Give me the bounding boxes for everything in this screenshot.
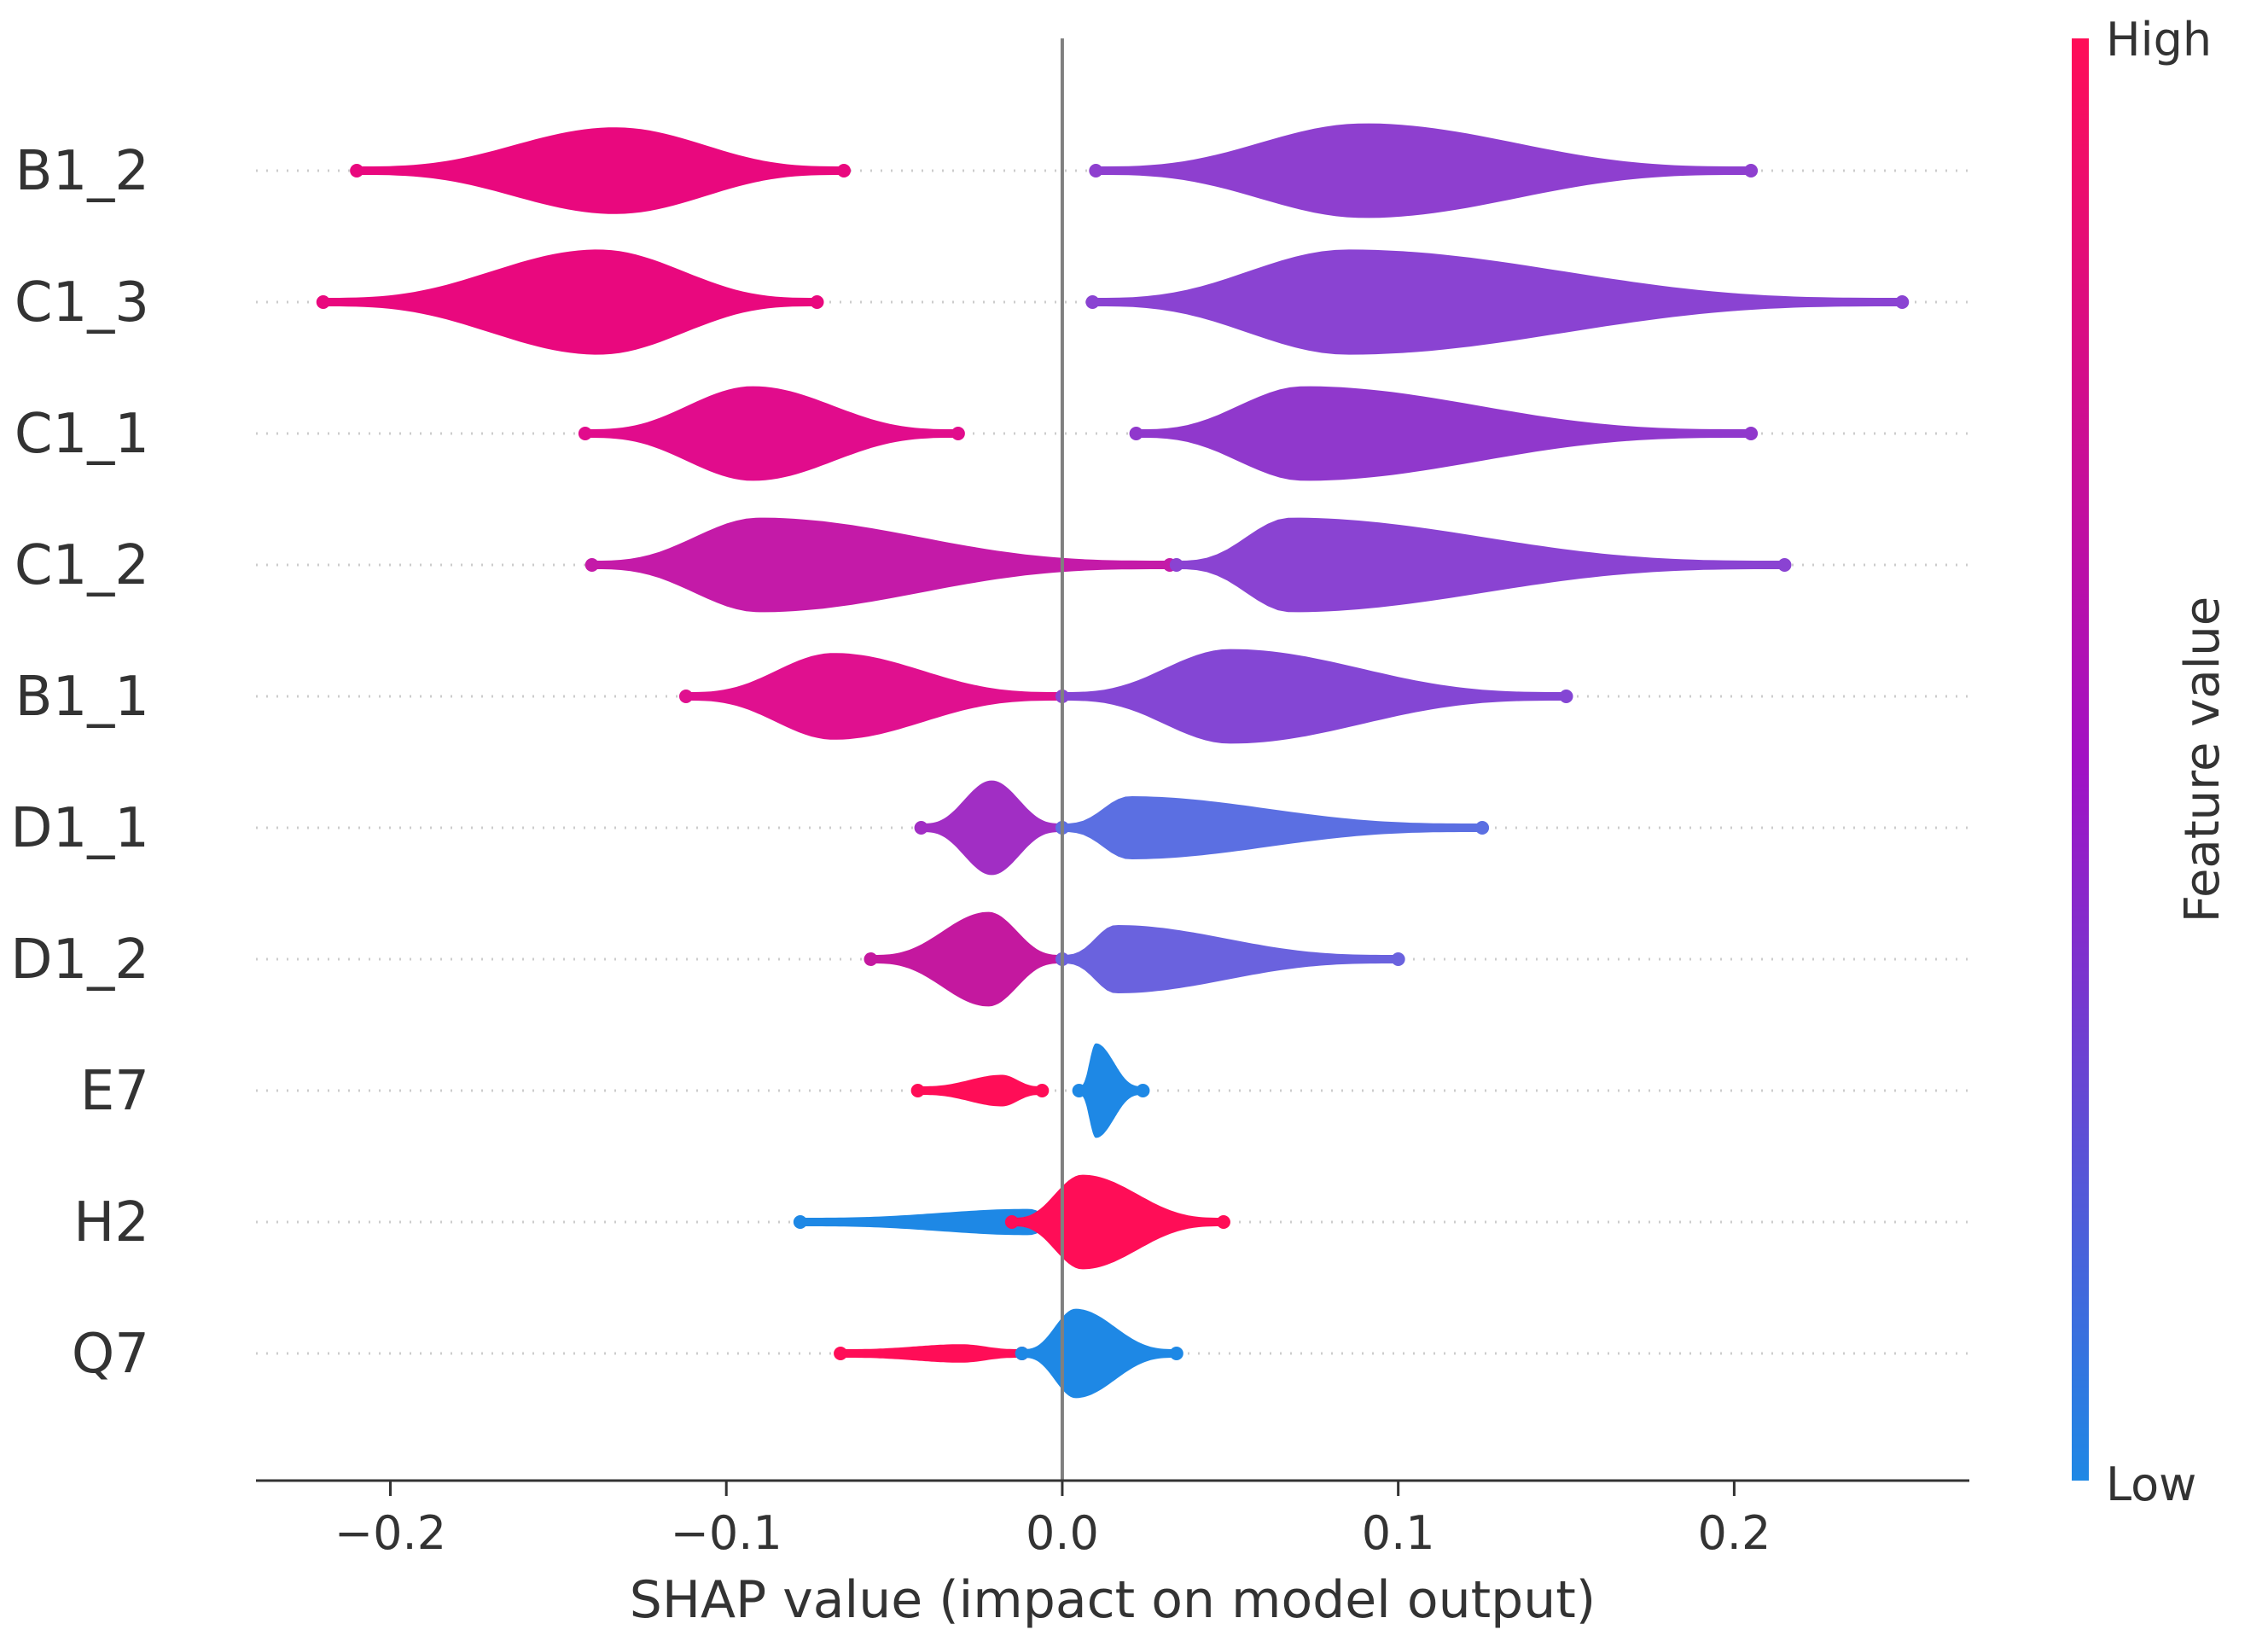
violin-shape: [1136, 386, 1752, 481]
x-axis-ticks: −0.2 −0.1 0.0 0.1 0.2: [334, 1481, 1771, 1560]
violin-shape: [1176, 517, 1785, 613]
violin-max-point: [1777, 558, 1792, 572]
feature-label: C1_1: [15, 403, 149, 466]
violin-shape: [870, 911, 1062, 1007]
violin-shape: [591, 517, 1170, 613]
violin-shape: [1092, 249, 1903, 355]
violin-shape: [840, 1344, 1022, 1363]
violin-max-point: [1744, 427, 1759, 440]
feature-label: H2: [73, 1191, 149, 1254]
colorbar-high-label: High: [2106, 13, 2212, 67]
violin-max-point: [1475, 821, 1490, 835]
violin-shape: [1079, 1043, 1143, 1138]
feature-label: D1_2: [10, 928, 149, 992]
violin-shape: [357, 127, 845, 214]
violin-max-point: [810, 295, 824, 309]
violin-max-point: [1169, 1347, 1183, 1360]
violin-min-point: [1004, 1215, 1019, 1229]
violin-max-point: [1035, 1084, 1050, 1097]
violin-max-point: [1559, 690, 1573, 703]
feature-label: B1_1: [15, 666, 149, 729]
violin-shape: [1011, 1174, 1224, 1270]
violin-min-point: [584, 558, 599, 572]
violin-min-point: [578, 427, 592, 440]
feature-label: E7: [80, 1060, 149, 1123]
violin-min-point: [834, 1347, 848, 1360]
violin-shape: [1096, 123, 1752, 218]
violin-max-point: [1391, 952, 1405, 966]
x-tick-label: 0.1: [1362, 1506, 1435, 1560]
x-tick-label: −0.1: [671, 1506, 782, 1560]
feature-labels: B1_2 C1_3 C1_1 C1_2 B1_1 D1_1 D1_2 E7 H2 Q7: [10, 140, 149, 1386]
colorbar: [2072, 38, 2089, 1481]
violin-min-point: [914, 821, 928, 835]
colorbar-low-label: Low: [2106, 1458, 2196, 1511]
violin-shape: [917, 1074, 1043, 1107]
violin-min-point: [350, 164, 364, 178]
violin-min-point: [864, 952, 878, 966]
violin-shape: [1021, 1308, 1177, 1399]
feature-label: C1_3: [15, 271, 149, 335]
violin-min-point: [1015, 1347, 1029, 1360]
violin-min-point: [1169, 558, 1183, 572]
violin-min-point: [678, 690, 693, 703]
violin-shape: [1061, 649, 1567, 744]
x-tick-label: 0.2: [1697, 1506, 1771, 1560]
violin-max-point: [951, 427, 965, 440]
violin-min-point: [1085, 295, 1100, 309]
violin-max-point: [837, 164, 852, 178]
violin-max-point: [1216, 1215, 1230, 1229]
violin-max-point: [1744, 164, 1759, 178]
violin-shape: [800, 1208, 1062, 1236]
violin-min-point: [1089, 164, 1103, 178]
violin-shape: [1061, 796, 1483, 859]
violin-shape: [1061, 925, 1399, 993]
x-axis-label: SHAP value (impact on model output): [630, 1570, 1596, 1630]
violin-min-point: [793, 1215, 807, 1229]
violin-min-point: [1129, 427, 1143, 440]
x-tick-label: 0.0: [1026, 1506, 1099, 1560]
row-gridlines: [256, 169, 1969, 1355]
violin-series: [316, 123, 1910, 1399]
violin-shape: [921, 780, 1062, 876]
feature-label: Q7: [72, 1323, 149, 1386]
colorbar-title: Feature value: [2175, 597, 2230, 922]
x-tick-label: −0.2: [334, 1506, 446, 1560]
violin-shape: [686, 653, 1062, 740]
feature-label: B1_2: [15, 140, 149, 203]
feature-label: D1_1: [10, 797, 149, 860]
violin-max-point: [1136, 1084, 1150, 1097]
violin-max-point: [1895, 295, 1910, 309]
violin-shape: [323, 249, 817, 355]
violin-min-point: [910, 1084, 925, 1097]
violin-min-point: [316, 295, 330, 309]
violin-shape: [584, 386, 958, 481]
feature-label: C1_2: [15, 534, 149, 597]
violin-min-point: [1072, 1084, 1086, 1097]
